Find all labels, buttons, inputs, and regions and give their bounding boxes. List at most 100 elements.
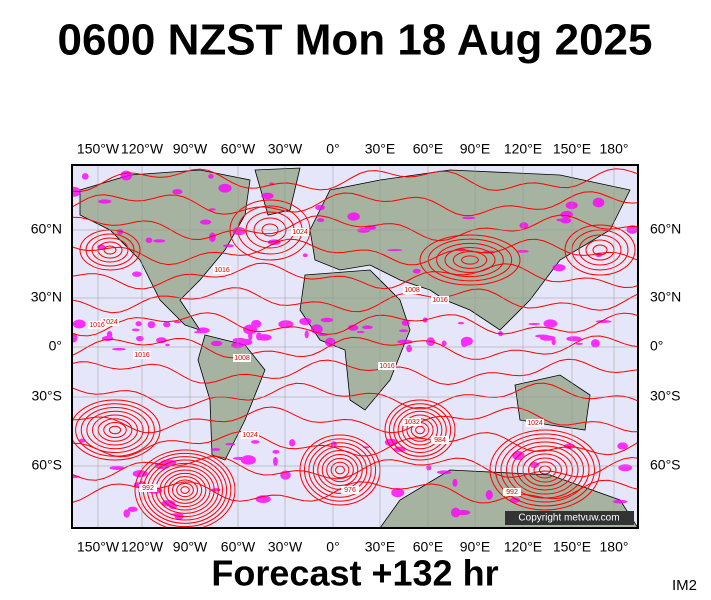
precip-cell — [452, 478, 458, 487]
isobar — [72, 455, 638, 481]
isobar-label-bg — [403, 418, 421, 426]
precip-cell — [112, 347, 126, 351]
latitude-label: 30°N — [650, 289, 681, 305]
isobar — [321, 453, 359, 487]
precip-cell — [406, 344, 412, 353]
isobar — [180, 486, 190, 494]
isobar — [444, 247, 496, 273]
isobar — [312, 446, 368, 494]
isobar — [72, 214, 638, 242]
latitude-label: 60°S — [650, 457, 681, 473]
precip-cell — [210, 340, 223, 347]
precip-cell — [315, 204, 326, 211]
isobar-label-bg — [526, 419, 544, 427]
isobar — [72, 335, 638, 360]
precip-cell — [361, 325, 373, 330]
isobar-label-bg — [341, 486, 359, 494]
precip-cell — [317, 218, 325, 223]
isobar-label: 1016 — [134, 352, 150, 359]
isobar-label-bg — [403, 286, 421, 294]
isobar-label-bg — [431, 296, 449, 304]
isobar — [427, 238, 513, 282]
precip-cell — [172, 189, 183, 195]
precip-cell — [320, 317, 334, 323]
isobar — [517, 449, 573, 491]
longitude-label: 120°W — [121, 141, 164, 157]
isobar — [159, 469, 211, 511]
isobar — [80, 407, 150, 453]
isobar-label: 1008 — [234, 355, 250, 362]
land — [79, 167, 638, 528]
map-content — [72, 165, 638, 528]
longitude-label: 60°W — [221, 539, 256, 555]
isobar — [578, 234, 622, 266]
isobar — [103, 245, 117, 255]
precip-cell — [426, 464, 432, 471]
precip-cell — [566, 336, 582, 342]
isobar — [330, 461, 350, 479]
precip-cell — [81, 173, 89, 180]
precip-cell — [97, 199, 112, 204]
precip-cell — [153, 239, 166, 243]
longitude-label: 90°E — [460, 539, 491, 555]
isobar — [86, 410, 144, 450]
isobar — [108, 425, 122, 435]
longitude-label: 150°W — [77, 539, 120, 555]
isobar — [393, 407, 447, 453]
precip-cell — [222, 244, 234, 248]
precip-cell — [106, 330, 113, 339]
isobar-label: 992 — [506, 489, 518, 496]
isobar-label: 1016 — [379, 363, 395, 370]
precip-cell — [251, 440, 260, 444]
precip-cell — [145, 237, 153, 244]
precip-cell — [626, 225, 638, 234]
precip-cell — [208, 174, 214, 179]
isobar — [436, 242, 504, 278]
isobar — [397, 410, 443, 450]
precip-cell — [131, 328, 140, 332]
precip-cell — [289, 439, 296, 447]
longitude-label: 120°W — [121, 539, 164, 555]
map-frame — [71, 164, 639, 529]
longitude-label: 60°E — [413, 539, 444, 555]
longitude-label: 150°W — [77, 141, 120, 157]
isobar-label: 1016 — [89, 322, 105, 329]
latitude-label: 60°N — [31, 221, 62, 237]
precip-cell — [208, 208, 216, 211]
precip-cell — [543, 319, 558, 328]
longitude-label: 180° — [600, 539, 629, 555]
isobar-label: 1032 — [404, 419, 420, 426]
latitude-label: 60°N — [650, 221, 681, 237]
precip-cell — [109, 466, 125, 470]
precip-cell — [72, 475, 80, 479]
isobar — [72, 358, 638, 386]
isobar-label-bg — [233, 354, 251, 362]
precip-cell — [173, 320, 182, 324]
isobar — [92, 414, 138, 446]
isobar — [592, 244, 608, 256]
isobar — [452, 251, 488, 269]
graticule — [72, 165, 638, 528]
precip-cell — [450, 507, 461, 518]
precip-cell — [120, 170, 133, 181]
precip-cell — [357, 228, 371, 233]
precip-cell — [551, 338, 556, 346]
longitude-label: 120°E — [504, 141, 542, 157]
isobar — [384, 399, 456, 461]
isobar — [172, 479, 198, 501]
isobar — [176, 482, 194, 498]
precip-cell — [210, 448, 221, 451]
precip-cell — [196, 327, 210, 334]
precip-cell — [72, 319, 86, 329]
precip-cell — [123, 509, 130, 518]
longitude-label: 150°E — [553, 539, 591, 555]
precip-cell — [163, 321, 171, 328]
isobar-label-bg — [378, 362, 396, 370]
isobar — [388, 403, 452, 457]
isobar-label-bg — [503, 488, 521, 496]
precip-cell — [232, 337, 247, 343]
longitude-label: 0° — [326, 539, 339, 555]
precip-cell — [398, 329, 409, 333]
precip-cell — [147, 321, 156, 329]
